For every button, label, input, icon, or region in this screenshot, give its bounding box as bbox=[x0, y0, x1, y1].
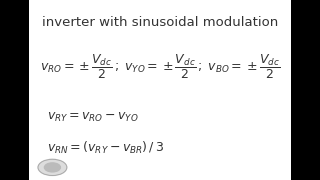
Circle shape bbox=[44, 163, 60, 172]
Text: inverter with sinusoidal modulation: inverter with sinusoidal modulation bbox=[42, 16, 278, 29]
Bar bbox=[29, 0, 291, 180]
Text: $v_{RO} = \pm\dfrac{V_{dc}}{2}\,;\; v_{YO} = \pm\dfrac{V_{dc}}{2}\,;\; v_{BO} = : $v_{RO} = \pm\dfrac{V_{dc}}{2}\,;\; v_{Y… bbox=[40, 53, 280, 81]
Text: $v_{RN} = (v_{RY} - v_{BR})\,/\,3$: $v_{RN} = (v_{RY} - v_{BR})\,/\,3$ bbox=[47, 140, 164, 156]
Text: $v_{RY} = v_{RO} - v_{YO}$: $v_{RY} = v_{RO} - v_{YO}$ bbox=[47, 111, 139, 123]
Circle shape bbox=[38, 159, 67, 176]
